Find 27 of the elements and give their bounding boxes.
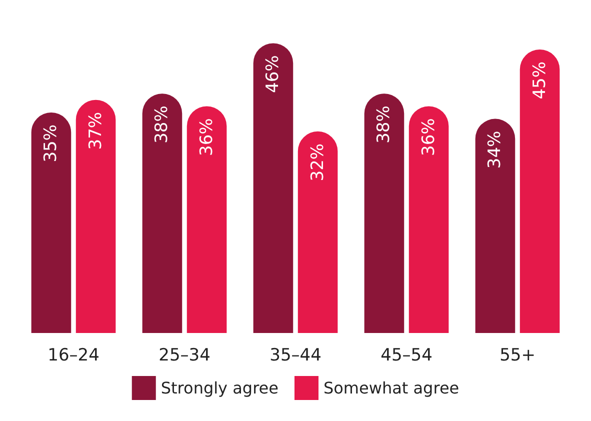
- bar: [31, 112, 72, 333]
- bar: [520, 50, 560, 333]
- data-label: 36%: [196, 118, 217, 156]
- x-tick-label: 45–54: [380, 346, 432, 366]
- x-tick-label: 16–24: [48, 346, 100, 366]
- bar: [142, 94, 182, 333]
- x-tick-label: 25–34: [158, 346, 210, 366]
- bar: [408, 106, 449, 333]
- bar: [475, 118, 516, 333]
- bar: [186, 106, 227, 333]
- data-label: 34%: [485, 130, 506, 169]
- bar: [298, 131, 338, 333]
- data-label: 45%: [530, 62, 550, 100]
- data-label: 32%: [308, 143, 328, 182]
- x-tick-label: 55+: [500, 346, 536, 366]
- legend-label: Strongly agree: [160, 378, 278, 398]
- data-label: 38%: [374, 106, 394, 144]
- bar: [76, 100, 116, 333]
- legend-label: Somewhat agree: [323, 378, 460, 398]
- bar: [253, 43, 294, 333]
- data-label: 37%: [86, 112, 106, 150]
- bar: [364, 94, 404, 333]
- data-label: 35%: [41, 124, 62, 162]
- x-tick-label: 35–44: [270, 346, 322, 366]
- data-label: 38%: [152, 106, 172, 144]
- data-label: 36%: [418, 118, 439, 156]
- data-label: 46%: [263, 55, 284, 93]
